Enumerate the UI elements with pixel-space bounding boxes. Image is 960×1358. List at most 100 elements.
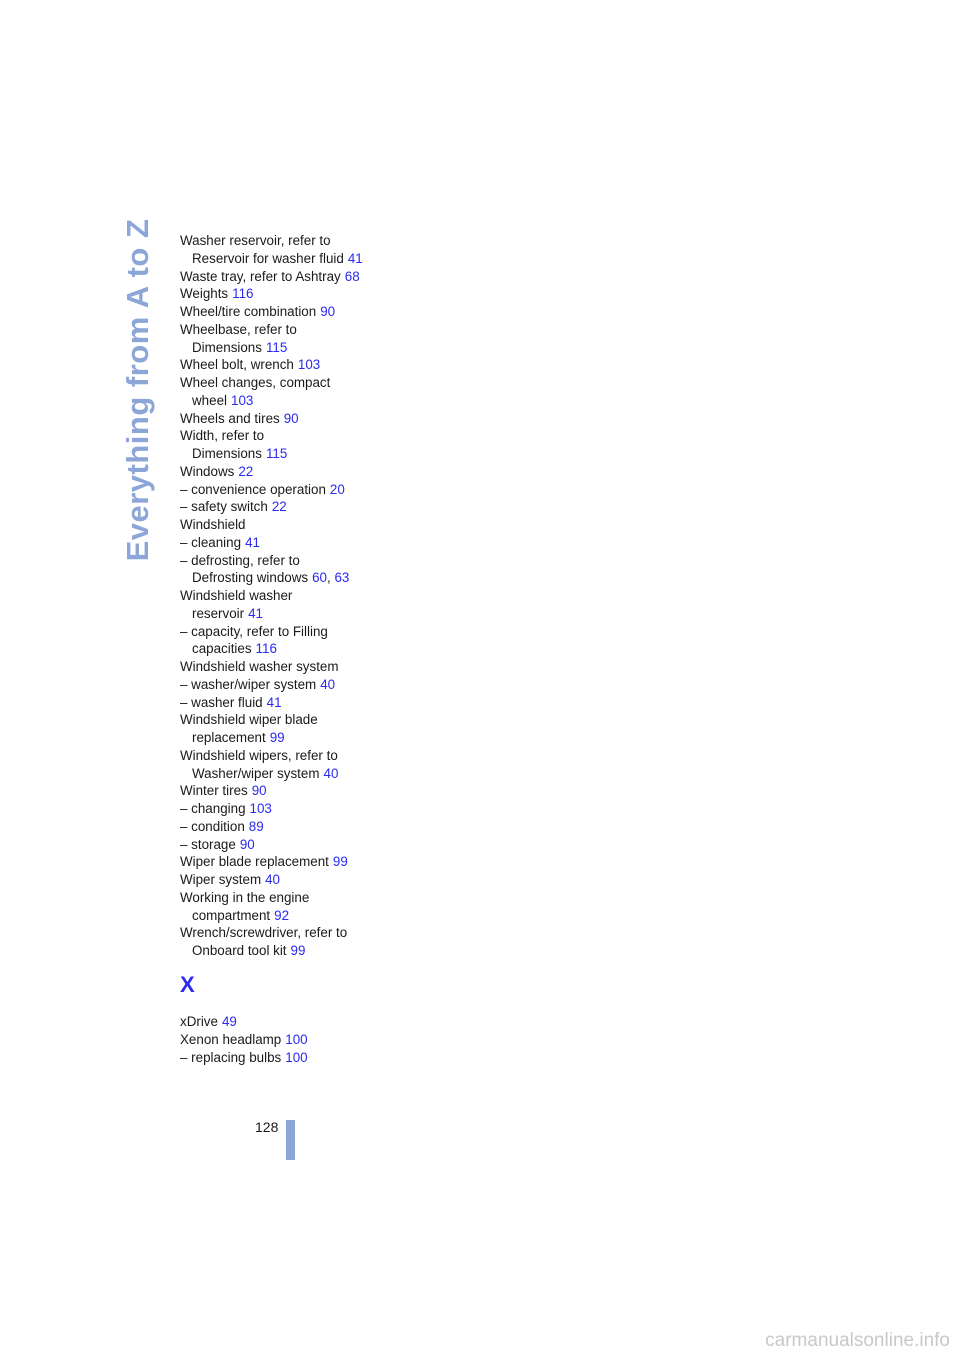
index-entry: – capacity, refer to Filling	[180, 623, 328, 640]
index-entry: Wheel changes, compact	[180, 374, 330, 391]
index-entry: Windshield washer	[180, 587, 292, 604]
entry-text: Wheel bolt, wrench	[180, 357, 294, 373]
entry-text: Wrench/screwdriver, refer to	[180, 925, 348, 941]
page-ref: 99	[290, 943, 306, 958]
index-entry: Windshield washer system	[180, 658, 339, 675]
index-entry: Washer reservoir, refer to	[180, 232, 331, 249]
entry-text: Wiper system	[180, 872, 262, 887]
page-ref: 40	[265, 872, 281, 887]
entry-text: Waste tray, refer to Ashtray	[180, 268, 341, 284]
index-entry: – replacing bulbs 100	[180, 1049, 308, 1066]
index-entry: – cleaning 41	[180, 534, 260, 551]
entry-text: Wheels and tires	[180, 410, 280, 426]
page-ref: 40	[320, 676, 336, 692]
index-entry-continuation: Dimensions 115	[192, 339, 287, 356]
entry-text: Working in the engine	[180, 889, 310, 905]
entry-text: Windshield wiper blade	[180, 712, 318, 728]
entry-text: Washer reservoir, refer to	[180, 233, 331, 248]
index-entry: Wiper system 40	[180, 871, 280, 888]
page-ref: 90	[251, 783, 267, 799]
page-ref: 90	[320, 304, 336, 319]
entry-text: Winter tires	[180, 783, 248, 799]
index-entry: – washer/wiper system 40	[180, 676, 335, 693]
index-entry: Working in the engine	[180, 889, 309, 906]
entry-text: Washer/wiper system	[192, 765, 320, 781]
index-entry-continuation: Defrosting windows 60, 63	[192, 569, 349, 586]
index-entry-continuation: Reservoir for washer fluid 41	[192, 250, 363, 267]
page-ref: 116	[255, 641, 277, 657]
page-ref: 103	[249, 801, 272, 816]
page-ref: 116	[232, 286, 254, 302]
index-entry: Wheel/tire combination 90	[180, 303, 335, 320]
page-ref: 68	[344, 268, 360, 284]
index-entry: Winter tires 90	[180, 782, 267, 799]
entry-text: – defrosting, refer to	[180, 552, 300, 568]
entry-text: – safety switch	[180, 499, 268, 515]
entry-text: capacities	[192, 641, 252, 657]
entry-text: Windshield washer	[180, 588, 293, 603]
index-entry-continuation: replacement 99	[192, 729, 285, 746]
index-entry: Xenon headlamp 100	[180, 1031, 308, 1048]
page-ref: 40	[323, 765, 339, 781]
page-number: 128	[255, 1119, 279, 1135]
entry-text: replacement	[192, 730, 266, 745]
entry-text: – storage	[180, 836, 236, 852]
index-entry-continuation: wheel 103	[192, 392, 253, 409]
index-entry: – safety switch 22	[180, 498, 287, 515]
index-entry-continuation: Washer/wiper system 40	[192, 765, 338, 782]
entry-text: Windshield washer system	[180, 659, 339, 674]
index-entry: Width, refer to	[180, 427, 264, 444]
index-entry: Wheelbase, refer to	[180, 321, 297, 338]
page-bar	[286, 1120, 295, 1160]
entry-text: Wiper blade replacement	[180, 854, 329, 870]
page-ref: 90	[283, 410, 299, 426]
index-entry: Windshield	[180, 516, 246, 533]
page-ref: 41	[245, 534, 260, 550]
entry-text: Width, refer to	[180, 428, 265, 444]
page-ref: 20	[329, 481, 345, 497]
page-ref: 89	[248, 818, 264, 834]
index-entry: Wheels and tires 90	[180, 410, 299, 427]
entry-text: wheel	[192, 392, 227, 408]
index-entry: – storage 90	[180, 836, 255, 853]
index-entry: Windows 22	[180, 463, 253, 480]
entry-text: Dimensions	[192, 446, 262, 461]
entry-text: – capacity, refer to Filling	[180, 623, 328, 639]
entry-text: – cleaning	[180, 534, 242, 550]
entry-text: Xenon headlamp	[180, 1031, 282, 1047]
page-ref: 60	[312, 570, 328, 586]
section-heading: X	[180, 972, 195, 997]
entry-text: Windows	[180, 463, 235, 479]
page-ref: 115	[265, 339, 288, 355]
page-ref: 99	[269, 730, 285, 745]
index-entry: Wrench/screwdriver, refer to	[180, 924, 347, 941]
index-entry: Windshield wipers, refer to	[180, 747, 338, 764]
entry-text: Windshield wipers, refer to	[180, 747, 338, 763]
entry-text: – replacing bulbs	[180, 1049, 282, 1065]
page-ref: 49	[221, 1014, 237, 1029]
entry-text: – changing	[180, 801, 246, 816]
entry-text: – washer/wiper system	[180, 676, 317, 692]
page-ref: 63	[334, 570, 350, 586]
entry-text: Defrosting windows	[192, 570, 309, 586]
entry-text: – condition	[180, 818, 245, 834]
page-ref: 90	[239, 836, 255, 852]
page-ref: 99	[332, 854, 348, 870]
index-entry: xDrive 49	[180, 1013, 237, 1030]
page-ref: 22	[271, 499, 287, 515]
index-entry: – convenience operation 20	[180, 481, 345, 498]
index-entry: Waste tray, refer to Ashtray 68	[180, 268, 360, 285]
page-ref: 22	[238, 463, 254, 479]
index-entry: – changing 103	[180, 800, 272, 817]
entry-text: Weights	[180, 286, 229, 302]
entry-text: Wheel changes, compact	[180, 375, 331, 390]
entry-text: Wheelbase, refer to	[180, 321, 297, 337]
index-entry: – washer fluid 41	[180, 694, 282, 711]
index-entry-continuation: compartment 92	[192, 907, 289, 924]
separator: ,	[327, 570, 335, 586]
index-entry-continuation: reservoir 41	[192, 605, 263, 622]
page-ref: 103	[297, 357, 321, 373]
entry-text: Onboard tool kit	[192, 943, 287, 958]
page-ref: 100	[285, 1049, 308, 1065]
page-ref: 41	[347, 250, 363, 266]
